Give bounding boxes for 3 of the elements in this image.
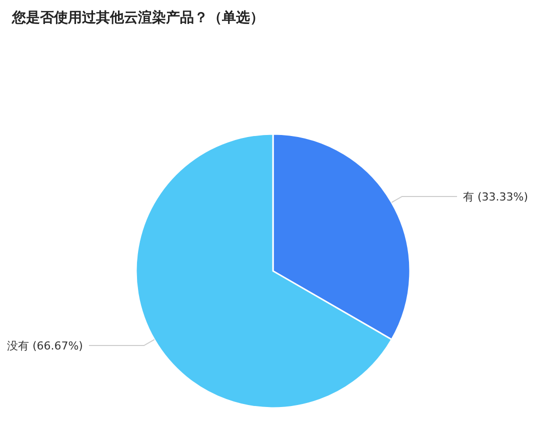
slice-label: 有 (33.33%) bbox=[463, 190, 528, 204]
chart-title: 您是否使用过其他云渲染产品？（单选） bbox=[11, 9, 264, 26]
slice-label: 没有 (66.67%) bbox=[6, 340, 83, 353]
